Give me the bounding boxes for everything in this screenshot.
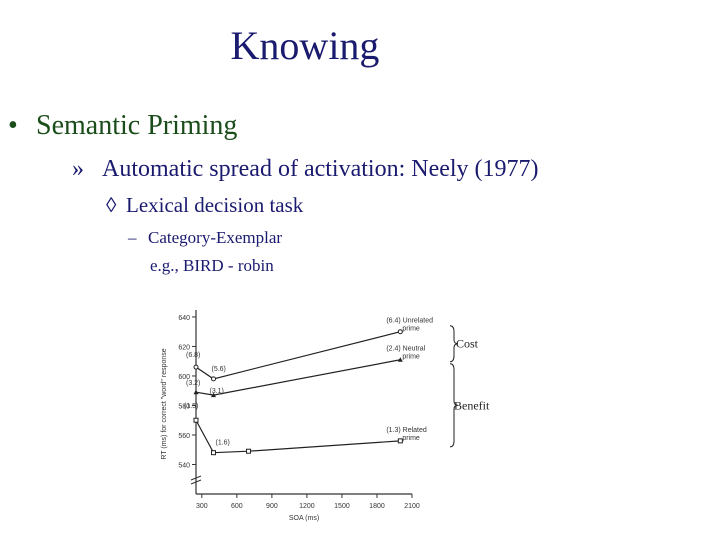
point-label: (3.1) <box>210 388 224 395</box>
data-point <box>246 448 252 454</box>
y-tick-label: 620 <box>178 344 190 351</box>
data-point <box>193 417 199 423</box>
point-label: (1.5) <box>184 403 198 410</box>
y-axis-label: RT (ms) for correct "word" response <box>161 348 168 459</box>
y-tick-label: 640 <box>178 315 190 322</box>
series-label: prime <box>402 354 420 361</box>
point-label: (6.8) <box>186 352 200 359</box>
series-label: (1.3) Related <box>386 427 427 434</box>
diamond-glyph: ◊ <box>106 193 117 217</box>
series-line-neutral-prime <box>195 359 401 396</box>
x-tick-label: 600 <box>231 503 243 510</box>
bullet-text: Category-Exemplar <box>148 228 283 247</box>
axis-break-mark <box>190 475 202 485</box>
x-tick-label: 1800 <box>369 503 385 510</box>
bullet-glyph: • <box>8 110 18 141</box>
data-point <box>211 376 217 382</box>
benefit-annotation: Benefit <box>454 398 490 412</box>
bullet-lexical-decision: ◊ Lexical decision task <box>106 193 303 218</box>
bullet-semantic-priming: • Semantic Priming <box>8 110 237 142</box>
point-label: (1.6) <box>216 440 230 447</box>
data-point <box>397 329 403 335</box>
data-point <box>193 389 199 395</box>
data-point <box>397 357 403 362</box>
series-line-related-prime <box>195 419 401 454</box>
bullet-spread-activation: » Automatic spread of activation: Neely (… <box>72 156 539 183</box>
priming-chart: 540 560 580 600 620 640 300 600 900 1200 1500 1800 2… <box>161 310 490 522</box>
cost-brace <box>449 325 459 363</box>
series-label: (2.4) Neutral <box>386 346 425 353</box>
y-tick-label: 560 <box>178 433 190 440</box>
x-tick-label: 1200 <box>299 503 315 510</box>
series-label: (6.4) Unrelated <box>386 318 433 325</box>
point-label: (3.2) <box>186 380 200 387</box>
example-text: e.g., BIRD - robin <box>150 256 274 275</box>
bullet-text: Semantic Priming <box>36 110 238 141</box>
y-tick-label: 540 <box>178 462 190 469</box>
y-tick-label: 580 <box>178 403 190 410</box>
x-tick-label: 900 <box>266 503 278 510</box>
slide-title: Knowing <box>230 23 380 68</box>
y-tick-label: 600 <box>178 374 190 381</box>
data-point <box>397 438 403 444</box>
series-label: prime <box>402 326 420 333</box>
data-point <box>211 450 217 456</box>
x-tick-label: 2100 <box>404 503 420 510</box>
benefit-brace <box>449 363 459 448</box>
bullet-text: Lexical decision task <box>126 193 304 217</box>
sub-bullet-glyph: » <box>72 156 84 182</box>
data-point <box>211 392 217 398</box>
series-label: prime <box>402 435 420 442</box>
dash-glyph: – <box>128 228 137 247</box>
x-tick-label: 300 <box>196 503 208 510</box>
bullet-category-exemplar: – Category-Exemplar <box>128 228 282 248</box>
x-tick-label: 1500 <box>334 503 350 510</box>
bullet-text: Automatic spread of activation: Neely (1… <box>102 156 539 182</box>
series-line-unrelated-prime <box>195 331 401 380</box>
point-label: (5.6) <box>212 366 226 373</box>
cost-annotation: Cost <box>456 337 479 351</box>
x-axis-label: SOA (ms) <box>289 515 319 522</box>
data-point <box>193 364 199 370</box>
